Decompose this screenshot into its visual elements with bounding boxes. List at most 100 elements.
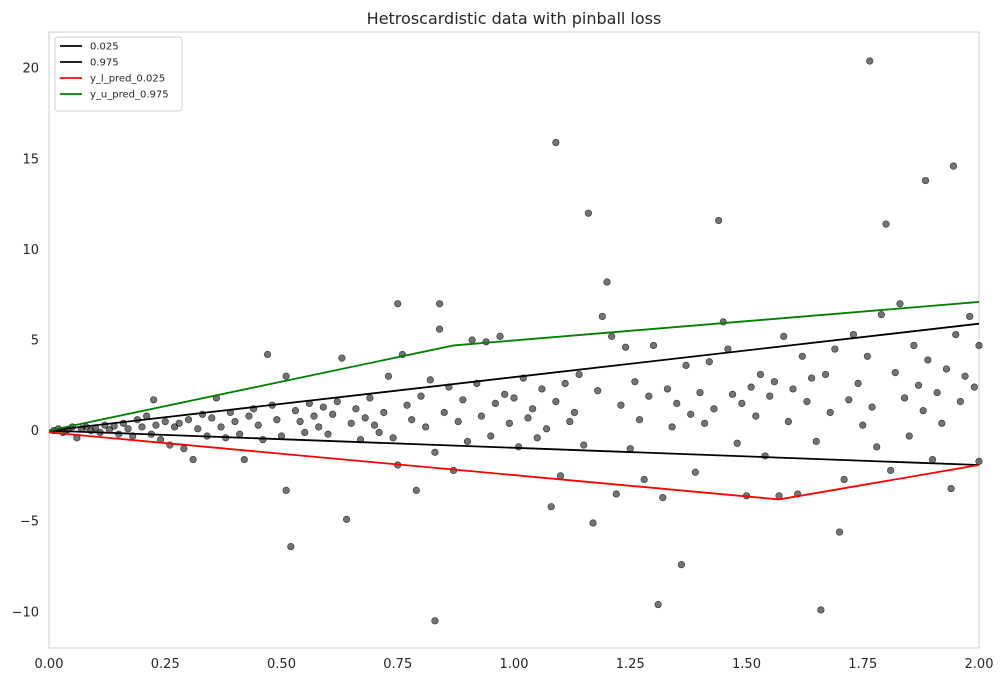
scatter-point [594, 387, 602, 395]
scatter-point [975, 341, 983, 350]
scatter-point [970, 383, 978, 391]
scatter-point [436, 325, 444, 333]
scatter-point [510, 394, 518, 402]
x-axis: 0.00 0.25 0.50 0.75 1.00 1.25 1.50 1.75 2.00 [35, 657, 994, 672]
x-tick-label: 0.50 [267, 657, 296, 672]
scatter-point [859, 421, 867, 429]
scatter-point [515, 443, 523, 451]
scatter-point [733, 439, 741, 447]
y-tick-label: −10 [12, 605, 39, 620]
scatter-point [645, 392, 653, 400]
scatter-point [240, 455, 248, 464]
scatter-point [315, 423, 323, 431]
scatter-point [803, 398, 811, 406]
y-tick-label: 20 [22, 62, 39, 77]
scatter-point [866, 57, 874, 65]
scatter-point [798, 352, 806, 360]
scatter-point [491, 399, 500, 408]
scatter-point [649, 341, 658, 350]
scatter-point [291, 407, 300, 415]
scatter-point [635, 416, 644, 424]
legend-label: y_l_pred_0.025 [90, 74, 165, 85]
scatter-point [124, 425, 132, 433]
scatter-point [254, 421, 262, 429]
legend: 0.025 0.975 y_l_pred_0.025 y_u_pred_0.975 [54, 36, 183, 112]
scatter-point [849, 330, 858, 339]
scatter-point [654, 600, 662, 609]
scatter-point [938, 419, 946, 427]
scatter-point [738, 399, 746, 408]
scatter-point [528, 405, 537, 413]
x-tick-label: 0.00 [35, 657, 64, 672]
scatter-point [161, 417, 169, 426]
legend-label: 0.025 [90, 42, 119, 53]
scatter-point [919, 407, 927, 415]
scatter-point [956, 398, 965, 406]
scatter-point [440, 408, 448, 417]
y-tick-label: 10 [22, 243, 39, 258]
scatter-point [347, 419, 355, 427]
scatter-point [524, 414, 532, 422]
scatter-point [152, 421, 160, 429]
scatter-point [570, 408, 579, 417]
scatter-point [422, 423, 430, 431]
scatter-point [463, 437, 472, 446]
scatter-point [245, 412, 253, 420]
scatter-point [150, 396, 158, 404]
scatter-point [756, 370, 765, 379]
scatter-point [552, 138, 560, 147]
scatter-point [259, 436, 267, 444]
scatter-point [877, 311, 885, 319]
scatter-point [380, 408, 388, 417]
lines-layer [48, 301, 980, 501]
scatter-point [459, 396, 467, 404]
x-tick-label: 0.75 [383, 657, 412, 672]
scatter-point [626, 445, 634, 453]
y-axis: −10 −5 0 5 10 15 20 [12, 62, 39, 621]
scatter-point [547, 503, 555, 511]
scatter-point [310, 412, 318, 420]
scatter-point [189, 455, 197, 464]
scatter-point [389, 434, 397, 442]
scatter-point [589, 519, 597, 527]
scatter-point [821, 370, 830, 379]
scatter-point [621, 343, 630, 351]
scatter-point [366, 394, 374, 402]
legend-box [54, 36, 183, 112]
scatter-point [928, 455, 937, 464]
x-tick-label: 1.25 [616, 657, 645, 672]
scatter-point [487, 432, 495, 440]
scatter-point [854, 379, 862, 388]
scatter-point [384, 372, 393, 380]
scatter-point [175, 419, 183, 427]
scatter-point [496, 332, 504, 340]
scatter-point [608, 332, 616, 340]
series-line-1 [48, 322, 980, 432]
series-line-3 [48, 301, 980, 432]
scatter-point [947, 484, 955, 493]
scatter-point [775, 492, 783, 500]
scatter-point [900, 394, 909, 402]
scatter-point [640, 475, 648, 484]
y-tick-label: 5 [31, 334, 39, 349]
scatter-point [598, 312, 606, 321]
scatter-point [343, 515, 351, 523]
scatter-point [705, 358, 713, 366]
scatter-point [868, 403, 876, 411]
y-tick-label: −5 [20, 515, 39, 530]
scatter-point [728, 390, 737, 398]
scatter-point [603, 278, 611, 286]
scatter-point [575, 370, 583, 379]
scatter-point [789, 385, 797, 393]
scatter-point [477, 412, 486, 420]
scatter-point [436, 300, 444, 308]
scatter-point [914, 381, 923, 389]
scatter-point [673, 399, 681, 408]
scatter-point [584, 209, 593, 217]
scatter-point [887, 466, 895, 475]
scatter-point [840, 475, 848, 484]
scatter-point [561, 379, 569, 388]
scatter-point [287, 542, 295, 551]
scatter-point [408, 416, 416, 424]
